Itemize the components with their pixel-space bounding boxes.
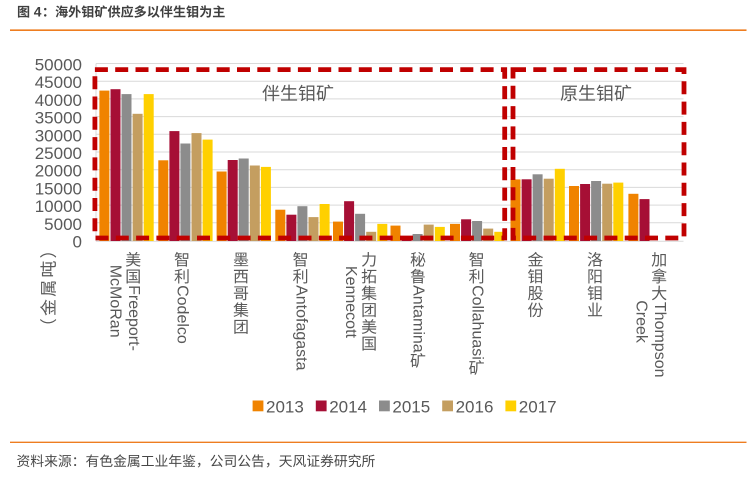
svg-text:4: 4 (34, 5, 42, 20)
svg-text:Freeport-: Freeport- (125, 285, 142, 351)
svg-text:5000: 5000 (44, 215, 82, 234)
svg-text:Thompson: Thompson (651, 302, 668, 378)
svg-text:50000: 50000 (35, 56, 82, 75)
svg-text:25000: 25000 (35, 144, 82, 163)
svg-text:McMoRan: McMoRan (106, 265, 123, 338)
svg-text:2014: 2014 (329, 398, 367, 417)
svg-text:35000: 35000 (35, 109, 82, 128)
svg-text:2013: 2013 (266, 398, 304, 417)
svg-text:Antofagasta: Antofagasta (292, 285, 309, 371)
svg-text:Kennecott: Kennecott (342, 266, 359, 339)
svg-text:10000: 10000 (35, 197, 82, 216)
svg-text:2015: 2015 (392, 398, 430, 417)
svg-text:0: 0 (73, 233, 82, 252)
svg-text:45000: 45000 (35, 73, 82, 92)
svg-text:30000: 30000 (35, 126, 82, 145)
svg-text:2016: 2016 (456, 398, 494, 417)
svg-text:Codelco: Codelco (174, 285, 191, 344)
svg-text:20000: 20000 (35, 162, 82, 181)
svg-text:Antamina: Antamina (410, 285, 427, 353)
svg-text:15000: 15000 (35, 179, 82, 198)
svg-text:2017: 2017 (519, 398, 557, 417)
svg-text:Collahuasi: Collahuasi (468, 285, 485, 360)
svg-text:40000: 40000 (35, 91, 82, 110)
svg-text:Creek: Creek (632, 300, 649, 344)
